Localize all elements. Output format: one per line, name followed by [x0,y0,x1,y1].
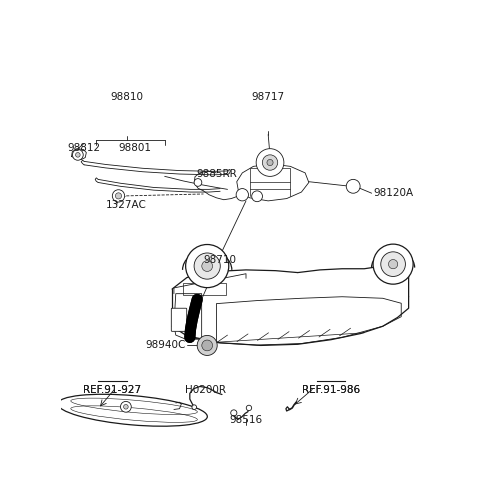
Text: H0200R: H0200R [185,385,226,395]
Circle shape [346,179,360,193]
Text: 98801: 98801 [119,143,152,153]
Circle shape [120,401,131,412]
Circle shape [123,404,128,409]
Circle shape [194,253,220,279]
Text: 98940C: 98940C [146,340,186,350]
Circle shape [373,244,413,284]
Circle shape [267,159,273,166]
Circle shape [112,190,125,202]
Circle shape [388,259,398,269]
FancyBboxPatch shape [171,308,187,331]
Circle shape [192,405,197,409]
Text: 98516: 98516 [229,415,263,425]
Circle shape [75,152,80,157]
Circle shape [186,245,229,288]
Text: 98810: 98810 [110,92,144,103]
Text: REF.91-986: REF.91-986 [302,385,360,395]
Circle shape [236,189,249,201]
Text: 98717: 98717 [252,92,285,103]
Text: REF.91-927: REF.91-927 [83,385,141,395]
Circle shape [246,405,252,411]
Text: 98812: 98812 [68,143,101,153]
Text: REF.91-986: REF.91-986 [302,385,360,395]
Text: 98120A: 98120A [373,188,414,198]
FancyBboxPatch shape [183,283,226,295]
Circle shape [256,149,284,176]
Circle shape [115,193,121,199]
Circle shape [231,410,237,416]
Text: 1327AC: 1327AC [106,200,146,210]
Ellipse shape [58,394,207,426]
Circle shape [202,340,213,351]
Circle shape [72,149,83,160]
Text: 98710: 98710 [204,254,237,264]
Circle shape [252,191,263,202]
Circle shape [194,179,202,186]
Text: 9885RR: 9885RR [196,169,237,179]
Circle shape [197,336,217,356]
Text: REF.91-927: REF.91-927 [83,385,141,395]
Circle shape [263,155,278,170]
Circle shape [381,252,406,276]
Circle shape [202,260,213,271]
